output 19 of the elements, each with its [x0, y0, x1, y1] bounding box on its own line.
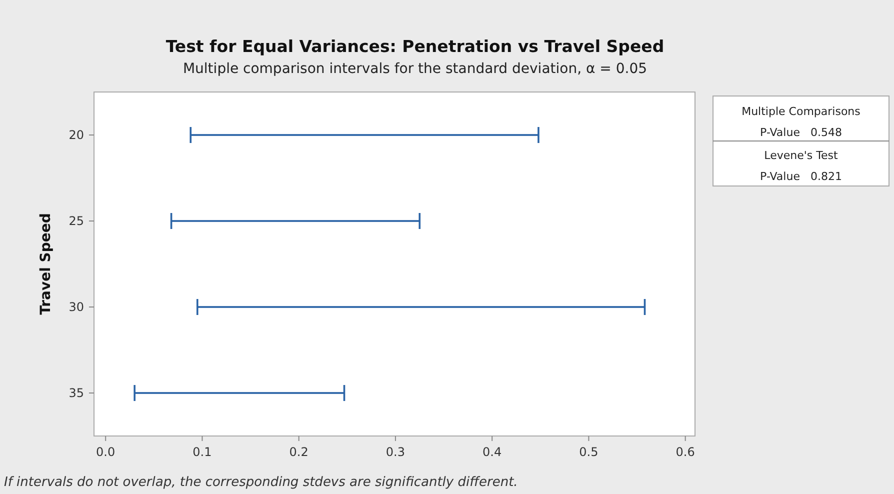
text: P-Value 0.548 — [760, 126, 842, 139]
x-tick-label: 0.0 — [96, 445, 116, 459]
x-tick-label: 0.5 — [579, 445, 598, 459]
x-tick-label: 0.4 — [482, 445, 502, 459]
x-tick-label: 0.3 — [386, 445, 406, 459]
chart-subtitle: Multiple comparison intervals for the standard deviation, α = 0.05 — [182, 61, 648, 77]
y-tick-label: 30 — [68, 300, 84, 314]
y-tick-label: 35 — [68, 386, 84, 400]
y-tick-label: 25 — [68, 214, 84, 228]
text: Levene's Test — [764, 149, 838, 162]
text: If intervals do not overlap, the corresponding stdevs are significantly different. — [4, 475, 518, 490]
x-tick-label: 0.6 — [676, 445, 695, 459]
x-tick-label: 0.1 — [192, 445, 212, 459]
text: P-Value 0.821 — [760, 170, 842, 183]
x-tick-label: 0.2 — [289, 445, 308, 459]
y-tick-label: 20 — [68, 128, 84, 142]
text: Multiple Comparisons — [742, 105, 861, 118]
y-axis-title: Travel Speed — [38, 213, 54, 315]
chart-title: Test for Equal Variances: Penetration vs Travel Speed — [166, 37, 664, 56]
